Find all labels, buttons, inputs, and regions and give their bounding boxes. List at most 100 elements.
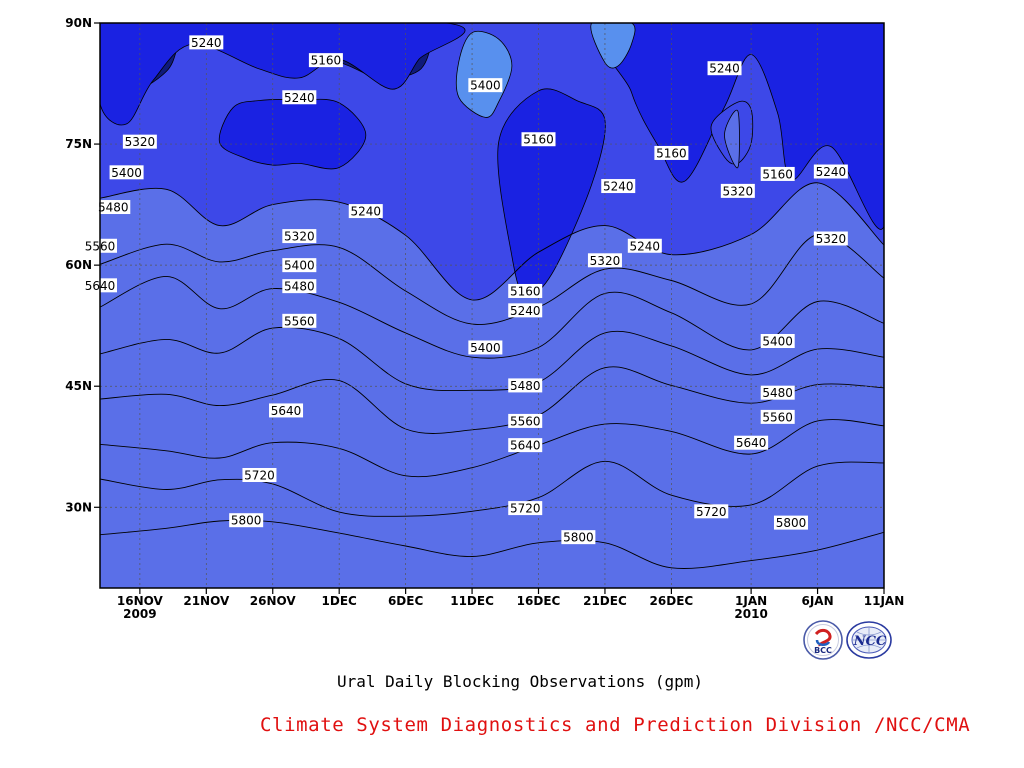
- contour-5240: [100, 182, 884, 301]
- y-tick-label: 45N: [65, 379, 92, 393]
- y-tick-label: 75N: [65, 137, 92, 151]
- ncc-logo: NCC: [846, 621, 892, 659]
- contour-label: 5720: [694, 504, 729, 519]
- x-tick-label: 26DEC: [650, 594, 694, 608]
- contour-label-text: 5400: [762, 335, 793, 349]
- contour-label-box: [773, 515, 808, 530]
- contour-label-box: [813, 164, 848, 179]
- contour-label-text: 5320: [590, 254, 621, 268]
- contour-label: 5400: [282, 258, 317, 273]
- chart-title: Ural Daily Blocking Observations (gpm): [336, 672, 704, 691]
- contour-label-box: [760, 385, 795, 400]
- contour-label-text: 5480: [98, 201, 129, 215]
- contour-label-box: [282, 258, 317, 273]
- grid-layer: [100, 23, 884, 588]
- contour-label: 5320: [282, 229, 317, 244]
- contour-label-text: 5320: [723, 184, 754, 198]
- contour-label-box: [468, 78, 503, 93]
- contour-label-text: 5240: [709, 62, 740, 76]
- contour-label-text: 5240: [284, 91, 315, 105]
- contour-label-text: 5800: [776, 516, 807, 530]
- contour-label-box: [561, 530, 596, 545]
- contour-label-box: [348, 204, 383, 219]
- contour-label-box: [508, 438, 543, 453]
- x-tick-label: 21DEC: [583, 594, 627, 608]
- contour-label-box: [508, 303, 543, 318]
- credit-line: Climate System Diagnostics and Predictio…: [260, 714, 971, 736]
- contour-5320: [100, 234, 884, 325]
- contour-label: 5320: [122, 134, 157, 149]
- region-5160_5240-7: [601, 23, 884, 230]
- contour-label-box: [694, 504, 729, 519]
- x-tick-label: 11JAN: [864, 594, 905, 608]
- region-5160_5240-5: [218, 98, 367, 170]
- x-tick-label: 26NOV: [250, 594, 297, 608]
- region-5400_5480-10: [455, 30, 513, 118]
- contour-label: 5480: [282, 279, 317, 294]
- contour-label-box: [109, 165, 144, 180]
- contour-label: 5160: [521, 132, 556, 147]
- x-tick-label: 6JAN: [801, 594, 833, 608]
- y-axis: 30N 45N 60N 75N 90N: [65, 16, 100, 514]
- contour-label: 5800: [229, 513, 264, 528]
- contour-label: 5240: [508, 303, 543, 318]
- contour-label-box: [242, 468, 277, 482]
- contour-label-text: 5240: [816, 165, 847, 179]
- contour-label: 5800: [773, 515, 808, 530]
- y-tick-label: 90N: [65, 16, 92, 30]
- contour-label-text: 5400: [284, 259, 315, 273]
- contour-label-layer: 5240 5160 5240 5400 5240 5320 5160 5160 5400 5240…: [83, 35, 848, 545]
- contour-label-text: 5400: [470, 341, 501, 355]
- y-tick-label: 30N: [65, 500, 92, 514]
- x-tick-label: 16NOV: [117, 594, 164, 608]
- contour-label: 5400: [760, 334, 795, 349]
- contour-label-box: [468, 340, 503, 355]
- contour-label-text: 5720: [244, 469, 275, 483]
- contour-label-text: 5640: [736, 436, 767, 450]
- bcc-logo: BCC: [803, 620, 843, 660]
- contour-label-box: [734, 435, 769, 450]
- contour-label-text: 5240: [630, 239, 661, 253]
- contour-label: 5640: [734, 435, 769, 450]
- contour-label-text: 5320: [284, 230, 315, 244]
- contour-label-box: [269, 403, 304, 418]
- contour-label-text: 5240: [350, 205, 381, 219]
- contour-label-box: [720, 183, 755, 198]
- contour-label-text: 5480: [284, 280, 315, 294]
- x-tick-label: 1DEC: [322, 594, 358, 608]
- contour-label-text: 5320: [816, 232, 847, 246]
- contour-label-text: 5160: [762, 167, 793, 181]
- contour-label-text: 5400: [470, 79, 501, 93]
- y-tick-label: 60N: [65, 258, 92, 272]
- region-5400_5480-11: [590, 23, 636, 69]
- contour-label-text: 5160: [510, 284, 541, 298]
- contour-label-box: [282, 229, 317, 244]
- contour-label-box: [508, 283, 543, 298]
- contour-label-box: [508, 501, 543, 516]
- contour-label: 5400: [468, 78, 503, 93]
- contour-label: 5240: [601, 179, 636, 194]
- contour-label: 5240: [282, 90, 317, 105]
- contour-label-text: 5160: [311, 54, 342, 68]
- contour-label: 5400: [468, 340, 503, 355]
- x-tick-label: 11DEC: [450, 594, 494, 608]
- x-tick-year: 2009: [123, 607, 156, 621]
- contour-label-box: [760, 166, 795, 181]
- contour-5800: [100, 519, 884, 569]
- contour-label-box: [122, 134, 157, 149]
- contour-label-text: 5800: [231, 514, 262, 528]
- contour-label-box: [707, 61, 742, 76]
- contour-label: 5240: [189, 35, 224, 50]
- contour-label-box: [308, 53, 343, 68]
- svg-text:BCC: BCC: [814, 646, 832, 655]
- contour-label: 5720: [242, 468, 277, 483]
- contour-label: 5560: [282, 313, 317, 328]
- contour-label-text: 5560: [762, 410, 793, 424]
- contour-label-text: 5480: [510, 379, 541, 393]
- contour-label-box: [508, 413, 543, 428]
- contour-label-text: 5560: [510, 414, 541, 428]
- contour-label-text: 5720: [696, 505, 727, 519]
- contour-label-text: 5240: [603, 180, 634, 194]
- contour-label-box: [508, 378, 543, 393]
